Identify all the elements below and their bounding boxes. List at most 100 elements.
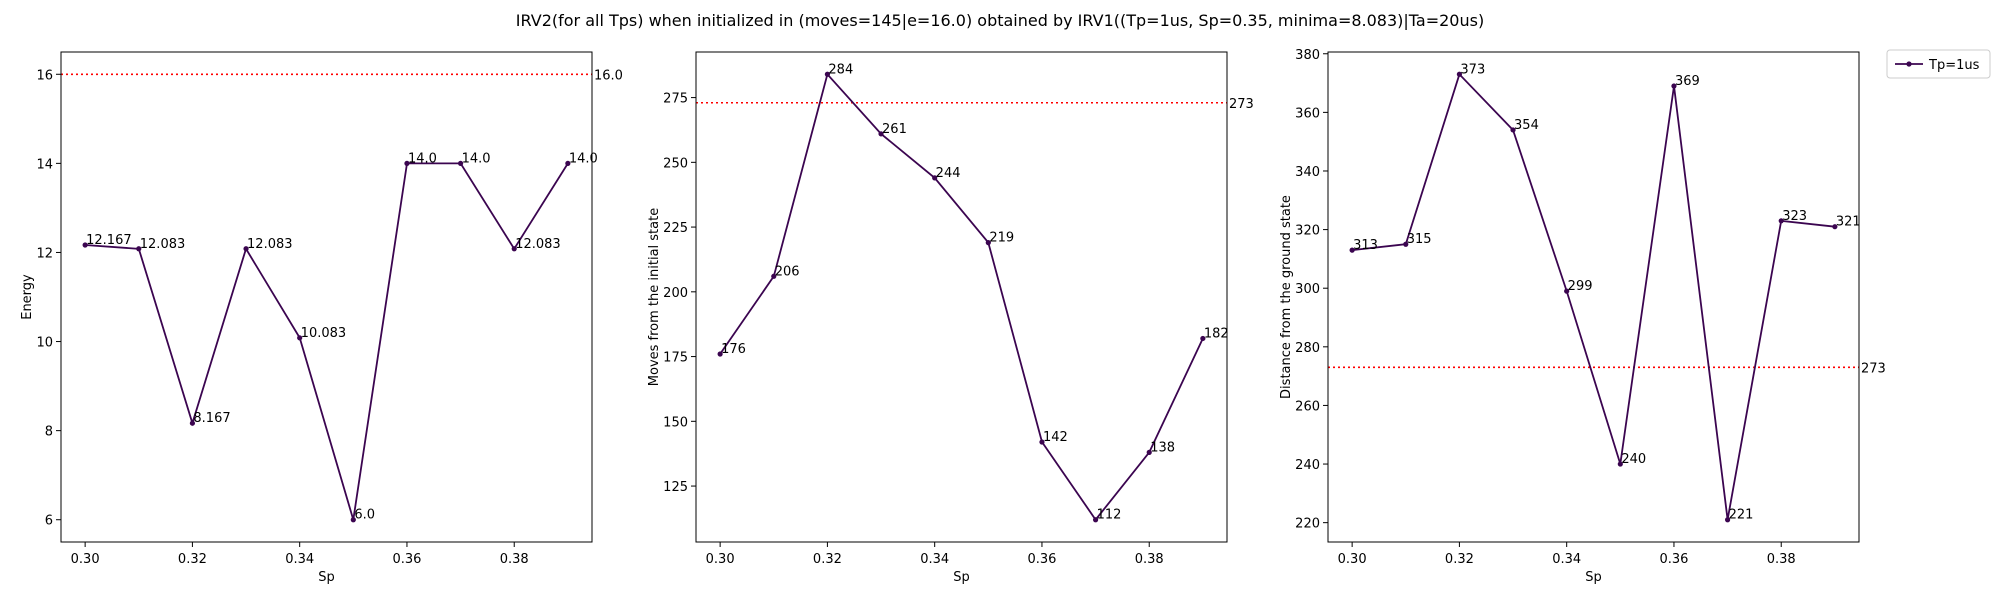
y-axis-label: Moves from the initial state [647,208,662,386]
data-point [1778,218,1784,224]
x-tick-label: 0.30 [706,552,735,567]
data-label: 10.083 [301,326,347,341]
data-label: 138 [1150,440,1175,455]
data-label: 112 [1097,508,1122,523]
data-label: 354 [1514,118,1539,133]
data-point [297,335,303,341]
legend-entry-label: Tp=1us [1928,58,1980,73]
data-point [1724,517,1731,523]
data-point [565,160,571,166]
subplot-moves: 273 176 206 284 261 244 219 142 112 138 182 0.30 0.3… [647,51,1254,585]
legend-swatch-marker [1906,61,1912,67]
data-label: 12.083 [515,237,561,252]
axes-frame [60,51,593,543]
y-tick-label: 10 [36,336,53,351]
x-tick-label: 0.38 [1135,552,1164,567]
data-label: 8.167 [193,411,230,426]
reference-line-label: 273 [1229,97,1254,112]
x-tick-label: 0.36 [392,552,421,567]
y-axis-label: Distance from the ground state [1279,195,1294,399]
y-tick-label: 200 [663,286,688,301]
y-tick-label: 300 [1295,282,1320,297]
y-tick-label: 275 [663,92,688,107]
y-tick-label: 320 [1295,224,1320,239]
data-label: 244 [936,166,961,181]
y-tick-label: 360 [1295,106,1320,121]
data-label: 284 [828,62,853,77]
data-point [1510,127,1516,133]
y-tick-label: 260 [1295,399,1320,414]
data-point [1564,288,1570,294]
x-tick-label: 0.30 [1338,552,1367,567]
data-label: 261 [882,122,907,137]
legend-box [1886,49,1991,79]
axes-frame [695,51,1228,543]
data-point [350,517,356,523]
data-label: 240 [1621,452,1646,467]
y-tick-label: 175 [663,351,688,366]
figure-title: IRV2(for all Tps) when initialized in (m… [516,11,1484,30]
x-tick-label: 0.38 [500,552,529,567]
legend: Tp=1us [1886,49,1991,79]
data-label: 176 [721,342,746,357]
data-point [189,420,196,426]
x-tick-label: 0.36 [1659,552,1688,567]
data-label: 299 [1568,279,1593,294]
data-point [717,351,723,357]
series-line [85,162,569,520]
x-tick-label: 0.36 [1027,552,1056,567]
y-tick-label: 250 [663,156,688,171]
x-axis-label: Sp [953,570,970,585]
series-line [1352,72,1835,520]
data-point [985,240,991,246]
data-label: 12.167 [86,233,131,248]
data-label: 6.0 [354,508,375,523]
data-label: 142 [1043,430,1068,445]
data-point [1671,83,1677,89]
subplot-energy: 16.0 12.167 12.083 8.167 12.083 10.083 6.0 14.0… [20,51,623,585]
x-tick-label: 0.34 [285,552,314,567]
y-tick-label: 380 [1295,48,1320,63]
data-point [243,246,249,252]
data-label: 219 [989,231,1014,246]
y-axis-label: Energy [20,274,35,320]
data-point [1403,241,1409,247]
y-tick-label: 340 [1295,165,1320,180]
data-point [1146,449,1152,455]
x-tick-label: 0.32 [178,552,207,567]
series-line [719,72,1204,522]
x-axis-label: Sp [1585,570,1602,585]
data-point [1092,517,1099,523]
y-tick-label: 150 [663,415,688,430]
data-label: 14.0 [408,151,437,166]
data-label: 313 [1353,238,1378,253]
data-point [1456,71,1463,77]
data-label: 14.0 [462,151,491,166]
y-tick-label: 16 [36,68,53,83]
y-tick-label: 240 [1295,458,1320,473]
reference-line-label: 273 [1861,361,1886,376]
data-label: 221 [1729,508,1754,523]
data-label: 206 [775,264,800,279]
x-tick-label: 0.38 [1767,552,1796,567]
data-label: 323 [1782,209,1807,224]
y-tick-label: 225 [663,221,688,236]
data-point [404,160,410,166]
x-tick-label: 0.34 [920,552,949,567]
x-tick-label: 0.32 [1445,552,1474,567]
data-label: 373 [1460,62,1485,77]
data-label: 182 [1204,326,1229,341]
data-point [82,242,88,248]
y-tick-label: 14 [36,157,53,172]
y-tick-label: 220 [1295,517,1320,532]
data-point [1200,335,1206,342]
data-point [511,246,517,252]
data-point [1349,247,1355,253]
axes-frame [1327,51,1860,543]
y-tick-label: 125 [663,480,688,495]
data-point [824,71,831,77]
data-point [878,131,884,137]
y-tick-label: 280 [1295,341,1320,356]
data-label: 14.0 [569,151,598,166]
y-tick-label: 12 [36,246,53,261]
